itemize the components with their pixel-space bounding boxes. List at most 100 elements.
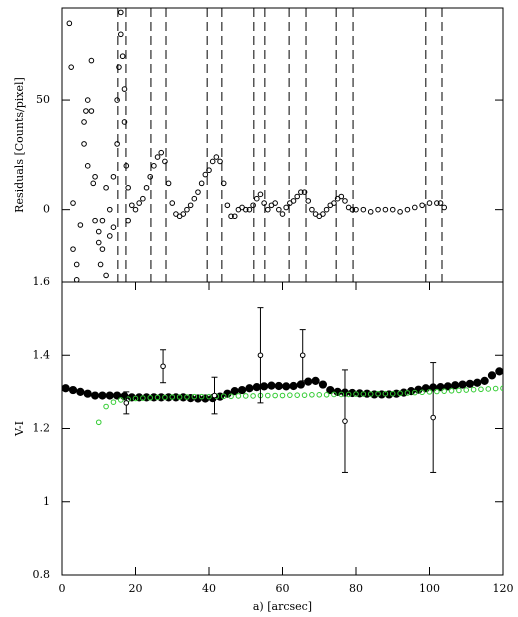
point [412,389,418,396]
point [276,206,282,213]
point [250,393,256,399]
point [191,195,198,202]
point [434,200,440,206]
point [84,97,91,103]
point [404,390,411,396]
point [123,163,130,169]
point [99,246,106,252]
point [283,204,289,211]
y-tick-label: 1.2 [33,422,51,435]
point [419,202,425,209]
point [158,149,165,156]
point [323,206,330,213]
point [103,403,109,410]
point [470,386,477,393]
point [265,392,271,399]
point [316,392,323,398]
point [180,211,187,217]
point [90,391,100,400]
point [231,213,238,220]
y-tick-label: 1 [43,495,50,508]
point [389,390,396,397]
point [70,246,76,252]
point [120,392,129,401]
point [296,380,305,389]
point [257,191,264,198]
point [311,376,320,385]
point [132,206,139,213]
point [198,393,205,400]
point [451,381,460,390]
point [97,261,104,268]
point [68,385,78,395]
point [441,204,448,211]
x-axis-label: a) [arcsec] [253,600,312,613]
plot-frame [61,281,504,576]
point [375,390,381,397]
x-tick-label: 120 [493,582,514,595]
point [473,378,482,387]
point [237,385,247,395]
point [217,158,223,165]
point [333,387,342,396]
point [260,382,269,391]
y-tick-label: 0 [43,203,50,216]
point [228,393,234,400]
point [125,184,131,191]
point [246,206,253,213]
point [397,209,403,215]
point [90,180,97,187]
point [125,217,131,224]
point [220,180,227,187]
point [349,206,356,213]
point [426,200,433,206]
point [279,211,286,217]
x-tick-label: 20 [129,582,143,595]
point [169,200,176,206]
point [485,386,492,392]
point [367,391,374,397]
point [448,387,455,394]
point [106,206,113,213]
point [253,195,260,202]
point [99,217,106,224]
point [437,200,444,206]
point [202,171,209,178]
point [129,202,135,209]
point [304,377,313,386]
point [257,352,264,359]
point [298,189,304,195]
point [397,390,403,397]
point [235,393,242,399]
point [294,392,301,398]
x-tick-label: 0 [59,582,66,595]
point [430,414,436,421]
point [213,154,220,160]
point [136,200,142,206]
y-tick-label: 1.6 [33,275,51,288]
point [209,158,216,165]
point [106,233,113,239]
point [206,393,212,400]
point [143,184,150,191]
point [118,31,124,38]
point [279,392,286,399]
point [265,206,271,213]
point [309,392,315,398]
point [195,189,201,195]
point [301,392,308,398]
point [95,239,102,246]
point [121,119,128,125]
point [463,387,470,393]
y-tick-label: 50 [36,93,50,106]
point [224,202,231,209]
point [382,206,389,213]
point [165,180,172,187]
point [92,217,98,224]
x-tick-label: 100 [419,582,440,595]
point [62,384,70,393]
point [458,380,467,389]
point [299,352,306,359]
point [118,9,124,16]
point [184,394,190,400]
